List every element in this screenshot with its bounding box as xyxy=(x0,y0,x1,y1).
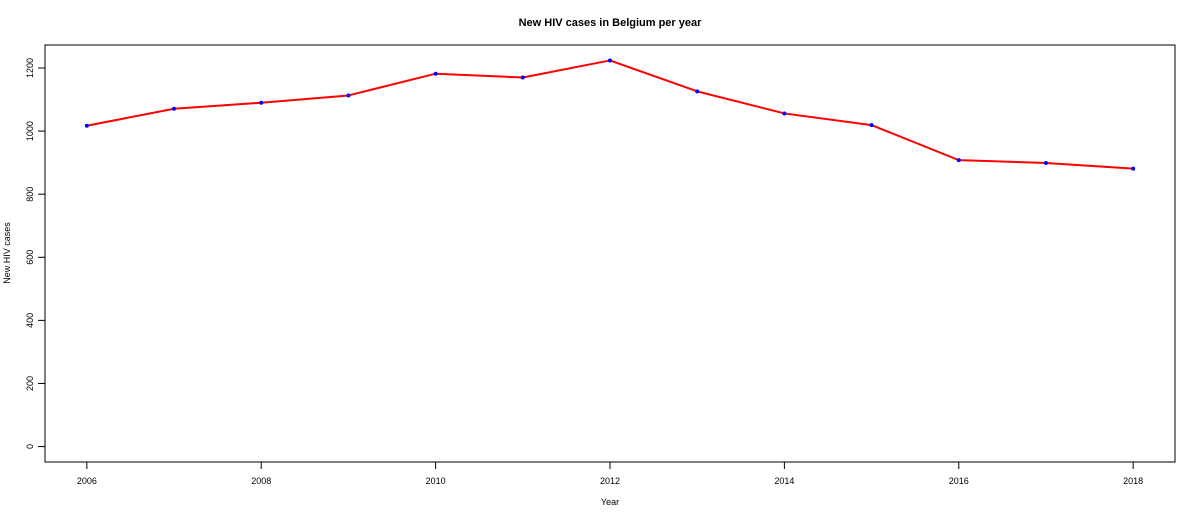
chart-title: New HIV cases in Belgium per year xyxy=(519,17,703,29)
y-tick-label: 1200 xyxy=(25,58,35,78)
data-point-2012 xyxy=(608,58,612,63)
y-tick-label: 0 xyxy=(25,444,35,449)
series-line xyxy=(86,59,1134,170)
y-tick-label: 800 xyxy=(25,187,35,202)
x-axis: 2006 2008 2010 2012 2014 2016 2018 xyxy=(77,461,1143,486)
data-point-2014 xyxy=(782,111,787,116)
x-tick-label: 2012 xyxy=(600,476,620,486)
y-tick-label: 600 xyxy=(25,250,35,265)
x-tick-label: 2018 xyxy=(1123,476,1143,486)
x-tick-label: 2006 xyxy=(77,476,97,486)
data-point-2015 xyxy=(869,123,874,128)
data-point-2013 xyxy=(695,89,700,94)
y-axis: 0 200 400 600 800 1000 1200 xyxy=(25,58,46,449)
data-point-2018 xyxy=(1131,166,1136,171)
plot-frame xyxy=(44,44,1176,463)
data-point-2007 xyxy=(172,106,177,111)
x-tick-label: 2014 xyxy=(774,476,794,486)
x-tick-label: 2008 xyxy=(251,476,271,486)
data-point-2006 xyxy=(84,123,89,128)
x-axis-title: Year xyxy=(601,497,619,507)
data-point-2016 xyxy=(956,158,961,163)
data-point-2011 xyxy=(520,75,525,80)
data-point-2008 xyxy=(259,100,264,105)
data-point-2009 xyxy=(346,93,351,98)
y-tick-label: 1000 xyxy=(25,121,35,141)
y-tick-label: 200 xyxy=(25,376,35,391)
y-tick-label: 400 xyxy=(25,313,35,328)
data-point-2017 xyxy=(1043,160,1048,165)
x-tick-label: 2010 xyxy=(426,476,446,486)
data-point-2010 xyxy=(433,71,438,76)
x-tick-label: 2016 xyxy=(949,476,969,486)
series-layer xyxy=(84,58,1136,171)
y-axis-title: New HIV cases xyxy=(2,222,12,284)
